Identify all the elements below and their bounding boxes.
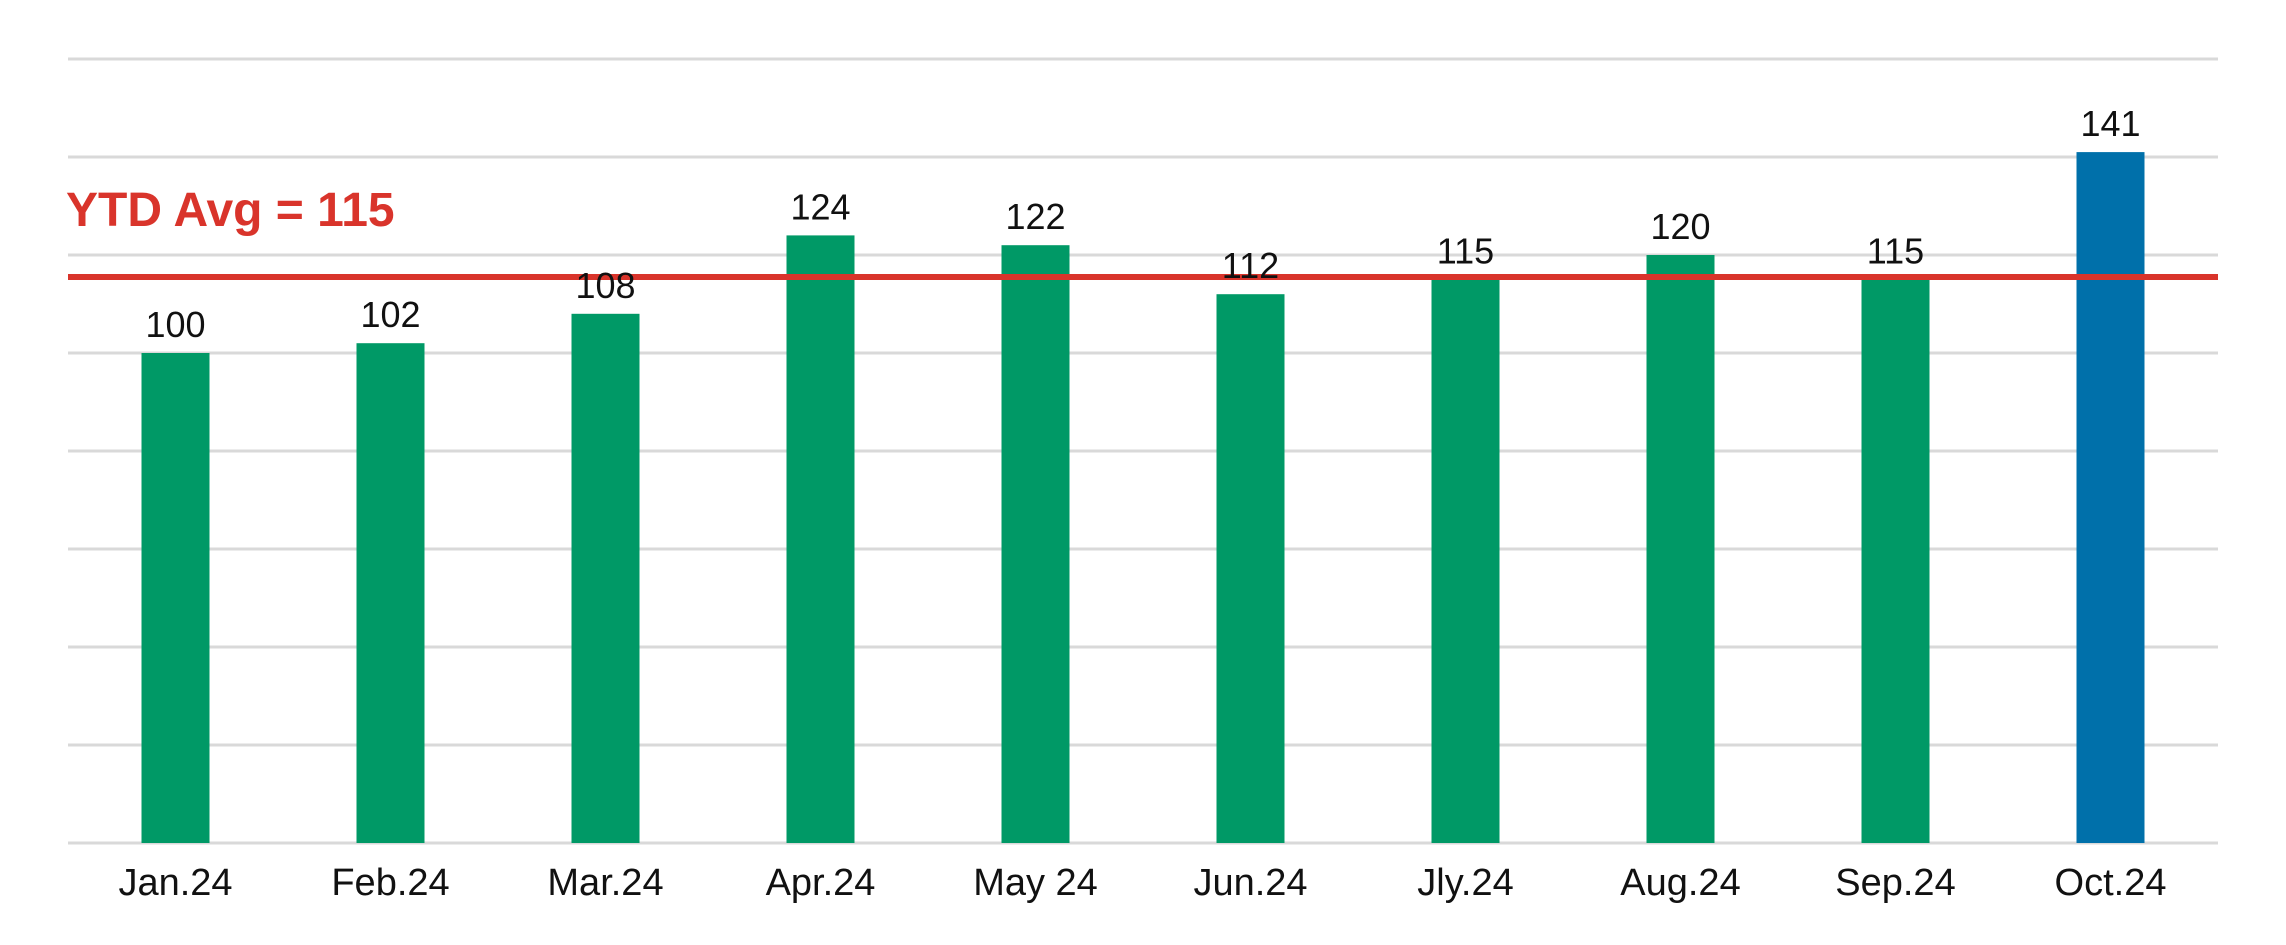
bar-value-label-4: 122 — [1005, 196, 1065, 237]
ytd-average-label: YTD Avg = 115 — [66, 184, 395, 237]
x-tick-label-1: Feb.24 — [331, 862, 449, 904]
bar-value-label-2: 108 — [575, 265, 635, 306]
x-tick-label-4: May 24 — [973, 862, 1098, 904]
bar-value-label-5: 112 — [1222, 245, 1279, 286]
x-tick-label-9: Oct.24 — [2055, 862, 2167, 904]
bar-8 — [1861, 279, 1930, 843]
bar-value-label-3: 124 — [790, 186, 850, 227]
x-tick-label-8: Sep.24 — [1835, 862, 1955, 904]
bar-4 — [1001, 245, 1070, 843]
x-tick-label-6: Jly.24 — [1417, 862, 1513, 904]
bar-value-label-0: 100 — [145, 304, 205, 345]
bar-6 — [1431, 279, 1500, 843]
bar-value-label-6: 115 — [1437, 231, 1494, 272]
bar-3 — [786, 235, 855, 843]
bar-value-label-8: 115 — [1867, 231, 1924, 272]
bar-5 — [1216, 294, 1285, 843]
x-tick-label-5: Jun.24 — [1193, 862, 1307, 904]
gridlines — [68, 57, 2218, 845]
bar-value-label-9: 141 — [2080, 103, 2140, 144]
bars — [141, 152, 2145, 844]
x-tick-label-2: Mar.24 — [547, 862, 663, 904]
bar-2 — [571, 313, 640, 843]
bar-value-label-7: 120 — [1650, 206, 1710, 247]
bar-7 — [1646, 255, 1715, 843]
x-tick-label-0: Jan.24 — [118, 862, 232, 904]
x-tick-label-7: Aug.24 — [1620, 862, 1740, 904]
x-tick-label-3: Apr.24 — [766, 862, 876, 904]
bar-value-label-1: 102 — [360, 294, 420, 335]
bar-1 — [356, 343, 425, 843]
reference-line-group: YTD Avg = 115 — [66, 184, 2218, 280]
bar-0 — [141, 353, 210, 843]
x-axis-ticks: Jan.24 Feb.24 Mar.24 Apr.24 May 24 Jun.24 Jly.… — [118, 862, 2166, 904]
data-labels: 100 102 108 124 122 112 115 120 115 141 — [145, 103, 2140, 345]
bar-9 — [2076, 152, 2145, 844]
